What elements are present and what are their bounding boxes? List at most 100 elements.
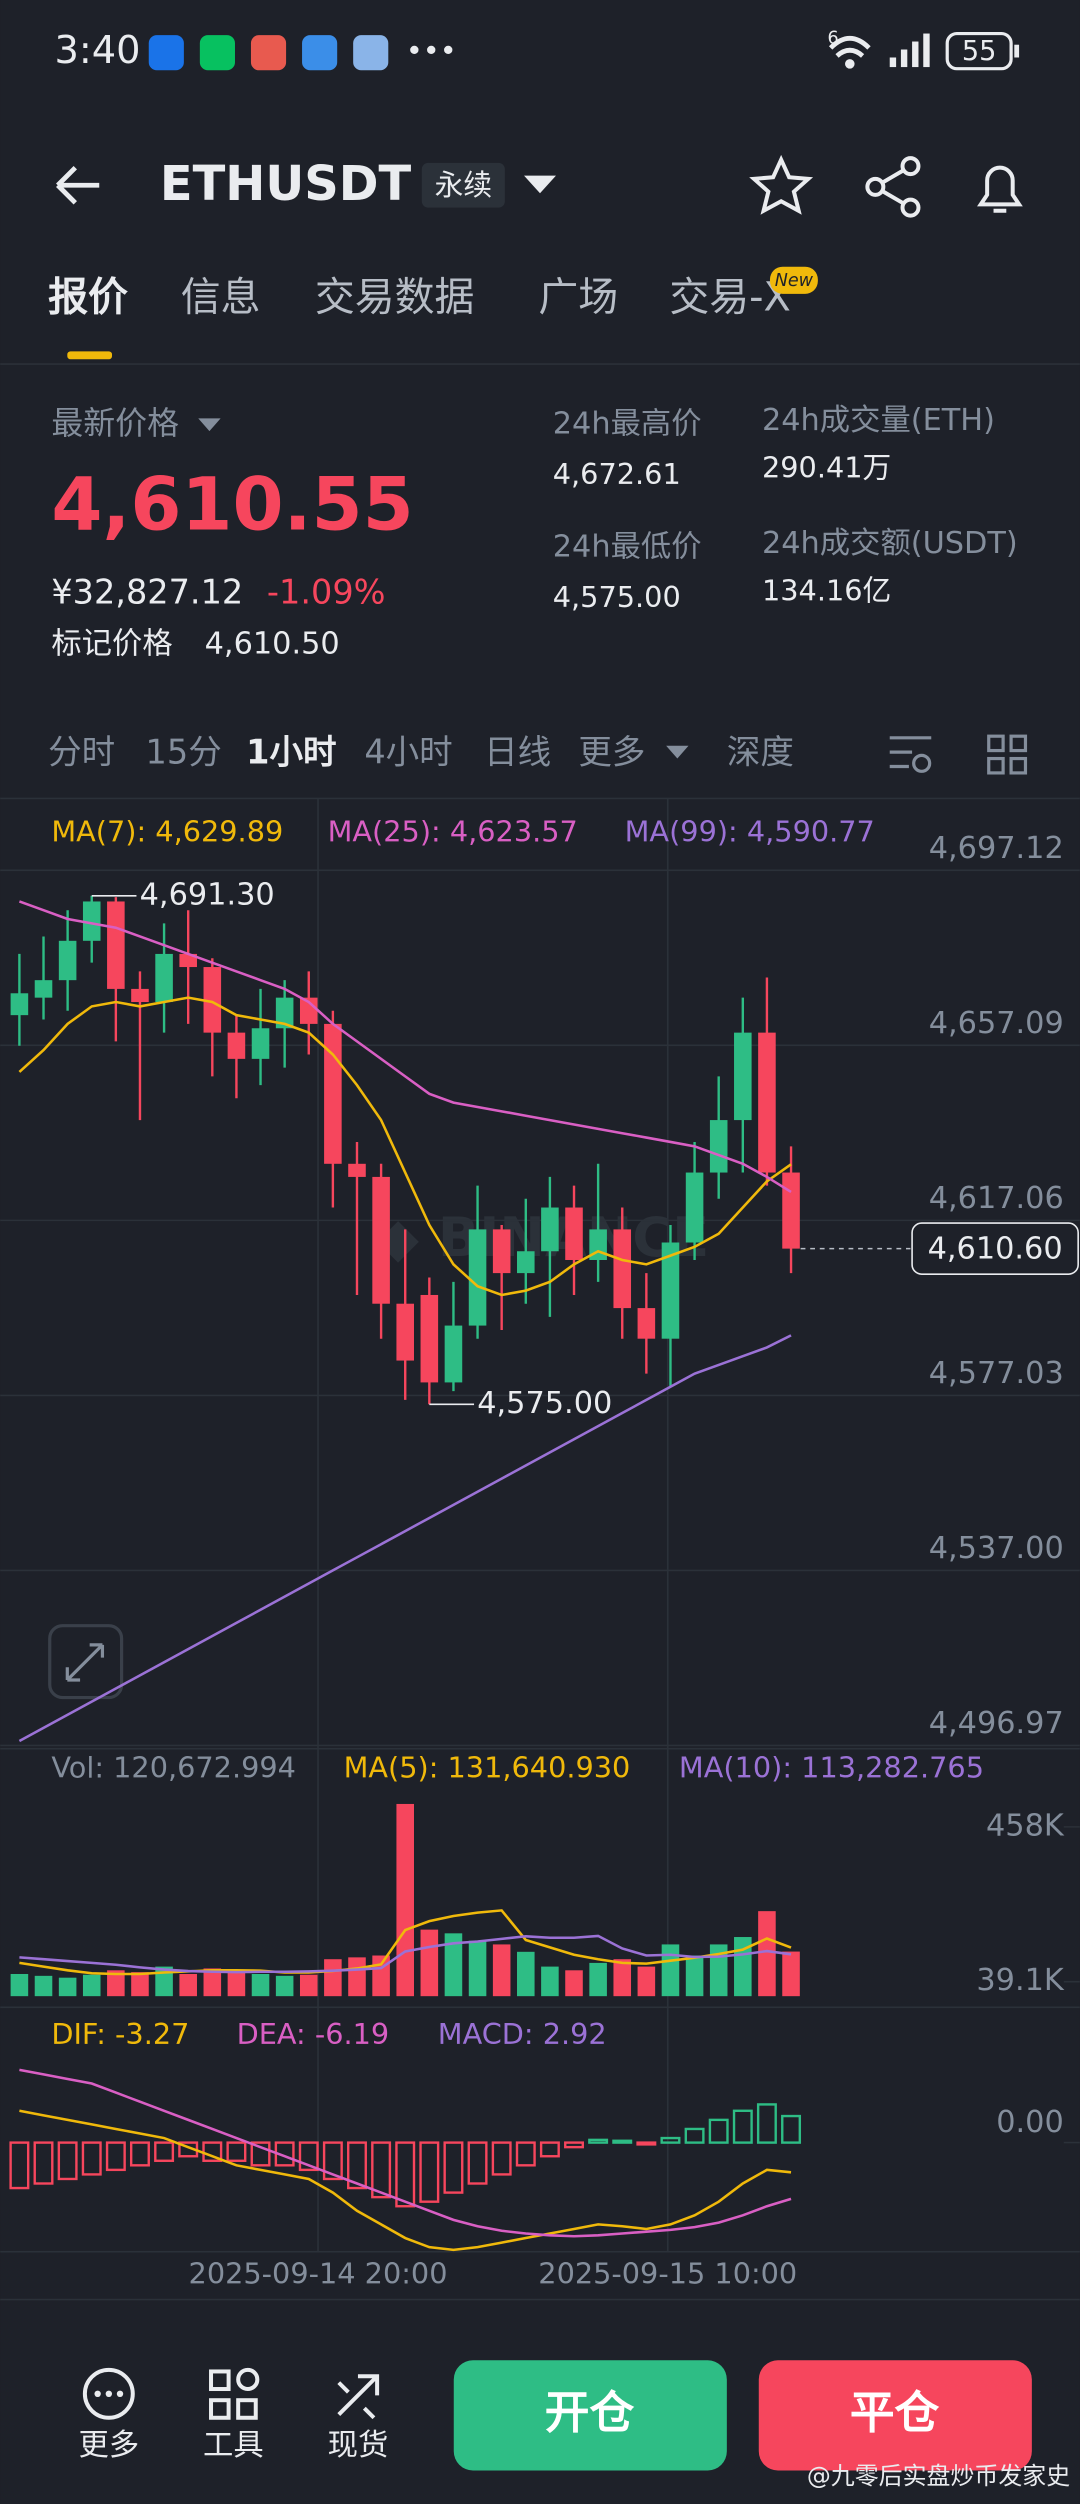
- macd-bar: [322, 2141, 343, 2181]
- turnover: 134.16亿: [762, 573, 891, 607]
- volume-bar: [637, 1966, 656, 1997]
- macd-bar: [588, 2138, 609, 2144]
- volume-bar: [734, 1937, 752, 1997]
- candle-body: [58, 940, 77, 981]
- macd-bar: [612, 2139, 633, 2144]
- interval[interactable]: 4小时: [364, 732, 452, 771]
- tab[interactable]: 交易数据: [315, 275, 475, 321]
- volume-bar: [396, 1803, 415, 1997]
- symbol[interactable]: ETHUSDT: [160, 157, 412, 212]
- interval[interactable]: 日线: [484, 732, 551, 771]
- volume-bar: [34, 1975, 53, 1997]
- more-dropdown[interactable]: [666, 745, 689, 759]
- tab[interactable]: 报价: [48, 275, 128, 321]
- volume-bar: [251, 1973, 270, 1997]
- volume-bar: [444, 1933, 463, 1997]
- svg-text:•••: •••: [406, 34, 457, 68]
- macd-label: DEA: -6.19: [237, 2017, 390, 2051]
- macd-bar: [81, 2141, 102, 2176]
- y-tick-label: 39.1K: [976, 1963, 1065, 1998]
- volume-ma-line: [19, 1934, 792, 1974]
- macd-bar: [347, 2141, 367, 2190]
- volume-bar: [661, 1944, 680, 1997]
- volume-bar: [589, 1962, 607, 1997]
- last-price-box: [911, 1222, 1079, 1275]
- macd-bar: [9, 2141, 30, 2190]
- volume-bar: [227, 1969, 246, 1997]
- volume-bar: [203, 1968, 222, 1997]
- fullscreen-button[interactable]: [48, 1624, 124, 1700]
- tools-label[interactable]: 工具: [203, 2428, 264, 2463]
- alert-button[interactable]: [977, 165, 1023, 213]
- close-label[interactable]: 平仓: [850, 2386, 940, 2439]
- candle-body: [155, 953, 173, 1003]
- new-badge: New: [775, 271, 814, 291]
- macd-bar: [539, 2141, 560, 2158]
- open-button[interactable]: [453, 2360, 727, 2471]
- layout-button[interactable]: [987, 734, 1028, 775]
- x-label: 2025-09-14 20:00: [189, 2257, 448, 2291]
- more-label[interactable]: 更多: [78, 2428, 139, 2463]
- candle-body: [275, 997, 294, 1029]
- candle-body: [444, 1325, 463, 1383]
- change: -1.09%: [267, 573, 386, 612]
- spot-label[interactable]: 现货: [328, 2428, 389, 2463]
- ma-label: MA(7): 4,629.89: [51, 815, 283, 849]
- x-label: 2025-09-15 10:00: [538, 2257, 797, 2291]
- volume-label: 24h成交量(ETH): [762, 403, 995, 438]
- interval[interactable]: 15分: [146, 732, 222, 771]
- tools-icon[interactable]: [209, 2367, 260, 2420]
- candle-body: [541, 1207, 559, 1252]
- macd-bar: [154, 2141, 175, 2162]
- interval[interactable]: 1小时: [246, 732, 336, 771]
- high-label: 24h最高价: [553, 406, 702, 441]
- macd-bar: [660, 2136, 681, 2144]
- macd-bar: [756, 2103, 777, 2144]
- more-icon[interactable]: [82, 2367, 135, 2420]
- candle-body: [709, 1120, 728, 1173]
- interval[interactable]: 更多: [578, 732, 645, 771]
- candle-body: [227, 1032, 246, 1059]
- favorite-button[interactable]: [749, 154, 814, 215]
- back-button[interactable]: [56, 165, 100, 205]
- volume-bar: [758, 1911, 776, 1997]
- tab[interactable]: 信息: [181, 275, 261, 321]
- chart-settings[interactable]: [889, 736, 932, 773]
- y-tick-label: 0.00: [996, 2105, 1064, 2140]
- candle-body: [203, 967, 222, 1033]
- volume-ma-line: [19, 1909, 792, 1976]
- macd-bar: [250, 2141, 271, 2167]
- volume-bar: [517, 1951, 535, 1997]
- volume-bar: [782, 1951, 800, 1997]
- macd-bar: [419, 2141, 440, 2203]
- macd-bar: [105, 2141, 126, 2172]
- interval[interactable]: 深度: [727, 732, 794, 771]
- share-button[interactable]: [865, 156, 921, 218]
- volume-bar: [10, 1973, 29, 1997]
- last-price-label: 最新价格: [51, 404, 179, 442]
- dropdown[interactable]: [198, 418, 221, 432]
- candle-body: [420, 1294, 439, 1383]
- interval[interactable]: 分时: [48, 732, 115, 771]
- ma-line: [18, 900, 792, 1194]
- close-button[interactable]: [758, 2360, 1032, 2471]
- symbol-dropdown[interactable]: [524, 175, 556, 194]
- tab[interactable]: 广场: [538, 275, 618, 321]
- candle-body: [107, 901, 125, 989]
- y-tick-label: 458K: [986, 1808, 1065, 1843]
- network-type: 6: [827, 28, 838, 48]
- ma-label: MA(25): 4,623.57: [328, 815, 578, 849]
- spot-icon[interactable]: [337, 2374, 380, 2420]
- macd-bar: [491, 2141, 512, 2176]
- macd-bar: [298, 2141, 319, 2172]
- volume-bar: [324, 1959, 342, 1997]
- volume-bar: [420, 1929, 439, 1997]
- cny-price: ¥32,827.12: [51, 573, 243, 612]
- last-price: 4,610.55: [51, 462, 413, 547]
- volume-bar: [613, 1959, 632, 1997]
- candle-body: [685, 1172, 704, 1243]
- macd-bar: [732, 2109, 753, 2144]
- candle-body: [734, 1032, 752, 1121]
- open-label[interactable]: 开仓: [545, 2386, 635, 2439]
